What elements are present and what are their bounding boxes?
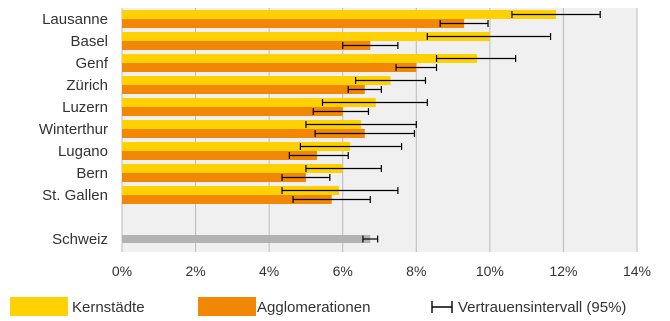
errorbar-agglomerationen bbox=[342, 42, 399, 49]
errorbar-kernstaedte bbox=[321, 99, 428, 106]
x-tick-label: 2% bbox=[185, 263, 205, 279]
bar-agglomerationen bbox=[122, 41, 371, 50]
errorbar-agglomerationen bbox=[347, 86, 382, 93]
legend-swatch bbox=[198, 297, 256, 316]
bar-kernstaedte bbox=[122, 98, 376, 107]
bar-kernstaedte bbox=[122, 142, 351, 151]
bar-agglomerationen bbox=[122, 173, 306, 182]
errorbar-kernstaedte bbox=[354, 77, 427, 84]
bar-agglomerationen bbox=[122, 85, 365, 94]
bar-kernstaedte bbox=[122, 186, 340, 195]
bar-kernstaedte bbox=[122, 10, 557, 19]
errorbar-agglomerationen bbox=[439, 20, 489, 27]
legend-swatch bbox=[10, 297, 68, 316]
bar-agglomerationen bbox=[122, 107, 343, 116]
errorbar-total bbox=[362, 235, 379, 243]
bar-agglomerationen bbox=[122, 129, 365, 138]
errorbar-kernstaedte bbox=[511, 11, 601, 18]
bar-agglomerationen bbox=[122, 195, 332, 204]
errorbar-kernstaedte bbox=[426, 33, 552, 40]
category-label: Basel bbox=[70, 33, 108, 50]
bar-kernstaedte bbox=[122, 120, 362, 129]
category-label: Zürich bbox=[66, 77, 108, 94]
x-tick-label: 12% bbox=[549, 263, 577, 279]
category-label: Lausanne bbox=[42, 11, 108, 28]
errorbar-kernstaedte bbox=[299, 143, 403, 150]
errorbar-agglomerationen bbox=[292, 196, 371, 203]
bar-total bbox=[122, 235, 371, 243]
errorbar-agglomerationen bbox=[395, 64, 438, 71]
category-label: Lugano bbox=[58, 143, 108, 160]
errorbar-kernstaedte bbox=[305, 121, 417, 128]
errorbar-agglomerationen bbox=[312, 108, 370, 115]
legend: Kernstädte Agglomerationen Vertrauensinter… bbox=[10, 297, 626, 316]
errorbar-agglomerationen bbox=[281, 174, 331, 181]
errorbar-kernstaedte bbox=[281, 187, 399, 194]
x-tick-label: 6% bbox=[333, 263, 353, 279]
errorbar-agglomerationen bbox=[314, 130, 416, 137]
bar-agglomerationen bbox=[122, 151, 317, 160]
legend-label: Vertrauensintervall (95%) bbox=[458, 299, 626, 316]
plot-area: 0% 2% 4% 6% 8% 10% 12% 14% Lausanne Basel Genf Züri… bbox=[39, 8, 651, 279]
category-label: Winterthur bbox=[39, 121, 108, 138]
bar-kernstaedte bbox=[122, 32, 490, 41]
category-label-total: Schweiz bbox=[52, 231, 108, 248]
category-label: St. Gallen bbox=[42, 187, 108, 204]
category-label: Bern bbox=[76, 165, 108, 182]
x-tick-label: 4% bbox=[259, 263, 279, 279]
bar-kernstaedte bbox=[122, 164, 343, 173]
legend-label: Kernstädte bbox=[72, 299, 145, 316]
category-label: Genf bbox=[75, 55, 108, 72]
bar-kernstaedte bbox=[122, 54, 477, 63]
errorbar-agglomerationen bbox=[288, 152, 349, 159]
bar-agglomerationen bbox=[122, 63, 417, 72]
x-tick-label: 14% bbox=[623, 263, 651, 279]
x-tick-label: 0% bbox=[112, 263, 132, 279]
x-tick-label: 10% bbox=[476, 263, 504, 279]
category-label: Luzern bbox=[62, 99, 108, 116]
errorbar-kernstaedte bbox=[305, 165, 382, 172]
bar-kernstaedte bbox=[122, 76, 391, 85]
errorbar-kernstaedte bbox=[435, 55, 517, 62]
x-tick-label: 8% bbox=[406, 263, 426, 279]
legend-label: Agglomerationen bbox=[257, 299, 370, 316]
bar-agglomerationen bbox=[122, 19, 465, 28]
